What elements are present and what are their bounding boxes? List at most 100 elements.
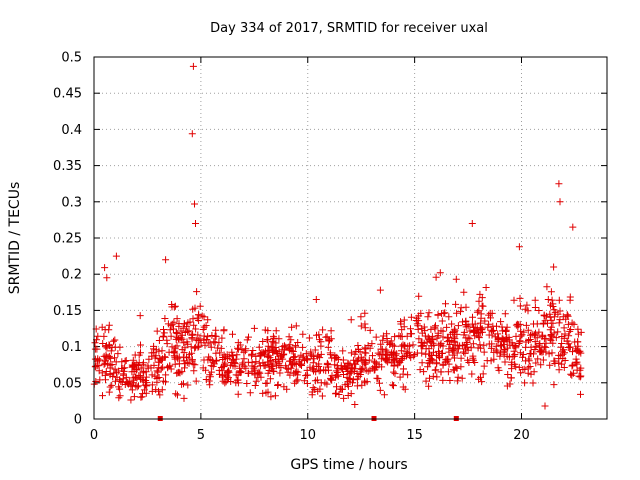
data-point bbox=[458, 374, 466, 382]
data-point bbox=[535, 328, 543, 336]
data-point bbox=[183, 353, 190, 361]
data-point bbox=[446, 377, 454, 384]
data-point bbox=[546, 310, 554, 318]
data-point bbox=[111, 365, 119, 373]
data-point bbox=[200, 313, 208, 321]
data-point bbox=[204, 316, 212, 324]
data-point bbox=[433, 334, 441, 342]
data-point bbox=[199, 326, 207, 333]
data-point bbox=[500, 349, 508, 357]
data-point bbox=[557, 343, 565, 351]
data-point bbox=[101, 264, 109, 272]
data-point bbox=[250, 324, 258, 332]
data-point bbox=[168, 343, 176, 351]
data-point bbox=[229, 351, 237, 359]
data-point bbox=[566, 296, 574, 304]
data-point bbox=[527, 350, 535, 358]
data-point bbox=[309, 352, 317, 360]
data-point bbox=[511, 360, 519, 368]
data-point bbox=[450, 325, 458, 333]
data-point bbox=[422, 345, 430, 353]
data-point bbox=[239, 359, 247, 367]
data-point bbox=[111, 336, 119, 344]
data-point bbox=[550, 263, 558, 271]
data-point bbox=[178, 346, 186, 354]
data-point bbox=[541, 402, 549, 410]
data-point bbox=[559, 347, 566, 355]
data-point bbox=[563, 311, 571, 319]
data-point bbox=[539, 320, 547, 328]
data-point bbox=[369, 352, 376, 360]
data-point bbox=[184, 381, 192, 389]
data-point bbox=[173, 342, 181, 350]
data-point bbox=[319, 326, 327, 334]
data-point bbox=[539, 331, 547, 339]
data-point bbox=[224, 375, 232, 383]
data-point bbox=[148, 352, 156, 360]
data-point bbox=[526, 336, 534, 343]
data-point bbox=[332, 390, 339, 398]
data-point bbox=[248, 359, 256, 367]
data-point bbox=[285, 333, 293, 341]
data-point bbox=[341, 363, 349, 371]
data-point bbox=[265, 347, 273, 355]
data-point bbox=[174, 391, 181, 399]
data-point bbox=[352, 347, 360, 355]
data-point bbox=[131, 373, 139, 381]
data-point bbox=[516, 302, 524, 310]
data-point bbox=[144, 364, 152, 372]
data-point bbox=[231, 359, 239, 367]
data-point bbox=[206, 381, 214, 389]
data-point bbox=[152, 346, 160, 354]
data-point bbox=[188, 130, 196, 138]
data-point bbox=[563, 337, 571, 345]
data-point bbox=[170, 325, 177, 333]
data-point bbox=[209, 358, 217, 366]
data-point bbox=[194, 343, 202, 351]
data-point bbox=[537, 361, 545, 369]
data-point bbox=[167, 365, 175, 373]
data-point bbox=[148, 381, 156, 389]
data-point bbox=[400, 365, 407, 373]
data-point bbox=[433, 359, 440, 367]
data-point bbox=[135, 372, 143, 380]
data-point bbox=[327, 327, 335, 335]
data-point bbox=[550, 329, 558, 337]
data-point bbox=[532, 342, 540, 350]
data-point bbox=[252, 377, 260, 385]
data-point bbox=[151, 354, 159, 362]
data-point bbox=[281, 342, 288, 350]
data-point bbox=[433, 351, 440, 359]
data-point bbox=[443, 357, 451, 365]
data-point bbox=[205, 353, 213, 361]
data-point bbox=[212, 326, 220, 334]
data-point bbox=[515, 363, 523, 371]
data-point bbox=[552, 334, 560, 342]
data-point bbox=[426, 374, 433, 382]
data-point bbox=[137, 341, 144, 349]
data-point bbox=[441, 309, 449, 317]
data-point bbox=[278, 351, 286, 359]
data-point bbox=[357, 322, 365, 330]
y-axis-label: SRMTID / TECUs bbox=[7, 182, 23, 295]
data-point bbox=[380, 391, 388, 399]
data-point bbox=[166, 326, 174, 334]
data-point bbox=[105, 341, 113, 349]
data-point bbox=[446, 330, 454, 338]
data-point bbox=[283, 385, 291, 393]
data-point bbox=[344, 359, 352, 367]
data-point bbox=[403, 352, 410, 360]
data-point bbox=[560, 324, 568, 332]
data-point bbox=[327, 351, 334, 359]
data-point bbox=[418, 349, 426, 357]
data-point bbox=[397, 318, 404, 326]
data-point bbox=[225, 368, 233, 376]
data-point bbox=[388, 381, 396, 389]
data-point bbox=[512, 342, 520, 350]
data-point bbox=[568, 319, 576, 327]
data-point bbox=[355, 373, 363, 381]
data-point bbox=[240, 355, 248, 363]
data-point bbox=[160, 329, 168, 337]
data-point bbox=[183, 323, 191, 331]
